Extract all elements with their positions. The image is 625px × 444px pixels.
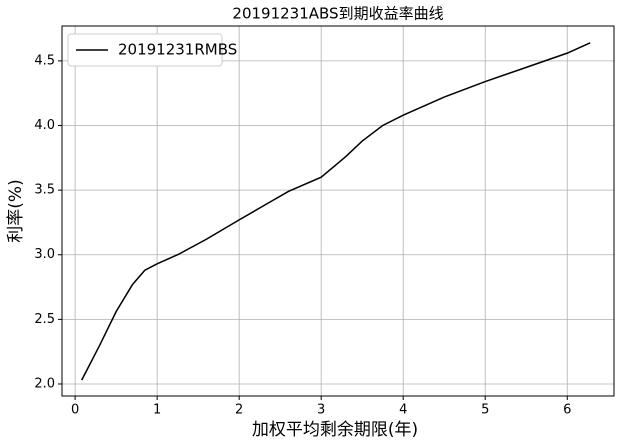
x-axis-label: 加权平均剩余期限(年)	[252, 420, 418, 440]
x-tick-label: 2	[235, 403, 243, 418]
y-tick-label: 2.5	[34, 312, 55, 327]
x-tick-label: 4	[399, 403, 407, 418]
chart-title: 20191231ABS到期收益率曲线	[232, 5, 443, 23]
legend-label: 20191231RMBS	[118, 41, 237, 59]
legend-box	[67, 33, 223, 67]
x-tick-label: 3	[317, 403, 325, 418]
x-tick-label: 6	[563, 403, 571, 418]
x-tick-label: 5	[481, 403, 489, 418]
x-tick-label: 1	[153, 403, 161, 418]
y-tick-label: 3.0	[34, 247, 55, 262]
plot-frame	[61, 25, 615, 397]
y-tick-label: 2.0	[34, 376, 55, 391]
x-tick-label: 0	[71, 403, 79, 418]
data-line	[81, 42, 591, 381]
y-tick-label: 3.5	[34, 183, 55, 198]
y-tick-label: 4.5	[34, 53, 55, 68]
y-tick-label: 4.0	[34, 118, 55, 133]
y-axis-label: 利率(%)	[6, 179, 26, 242]
